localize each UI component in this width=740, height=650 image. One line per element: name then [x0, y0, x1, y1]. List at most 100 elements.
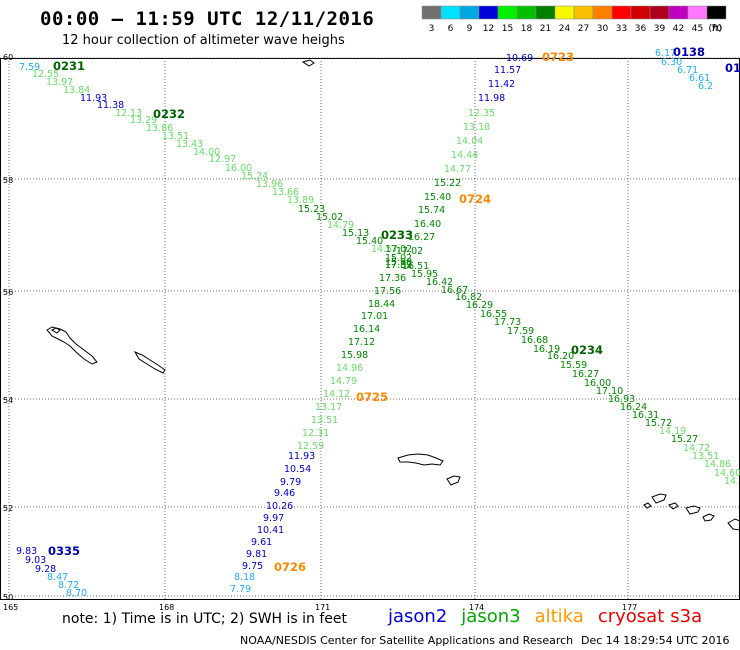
scale-label: 27	[578, 24, 589, 34]
swh-value-label: 12.13	[115, 108, 142, 119]
swh-value-label: 14.04	[456, 136, 483, 147]
swh-value-label: 12.55	[32, 69, 59, 80]
swh-value-label: 17.01	[361, 311, 388, 322]
legend-item-altika: altika	[534, 606, 584, 627]
swh-value-label: 13.51	[692, 451, 719, 462]
swh-value-label: 14.96	[336, 363, 363, 374]
swh-value-label: 15.27	[671, 434, 698, 445]
swh-value-label: 13.96	[256, 179, 283, 190]
scale-label: 18	[521, 24, 533, 34]
swh-value-label: 9.97	[263, 513, 284, 524]
legend-item-s3a: s3a	[670, 606, 703, 627]
island-outline	[301, 59, 315, 67]
latitude-label: 50	[3, 593, 13, 602]
swh-value-label: 16.20	[547, 351, 574, 362]
legend-item-jason3: jason3	[461, 606, 521, 627]
scale-swatch	[706, 5, 727, 20]
swh-value-label: 6.71	[677, 65, 698, 76]
swh-value-label: 11.42	[488, 79, 515, 90]
scale-unit: (ft)	[708, 24, 722, 34]
swh-value-label: 10.54	[284, 464, 311, 475]
scale-swatch	[649, 5, 670, 20]
island-outline	[397, 453, 444, 466]
swh-value-label: 16.40	[414, 219, 441, 230]
swh-value-label: 17.02	[385, 244, 412, 255]
swh-value-label: 11.57	[494, 65, 521, 76]
swh-value-label: 13.84	[63, 85, 90, 96]
swh-value-label: 14.79	[327, 220, 354, 231]
island-outline	[643, 502, 652, 509]
scale-swatch	[535, 5, 556, 20]
swh-value-label: 14.77	[444, 164, 471, 175]
swh-value-label: 14.44	[451, 150, 478, 161]
swh-value-label: 17.56	[374, 286, 401, 297]
scale-swatch	[592, 5, 613, 20]
longitude-label: 171	[315, 603, 330, 612]
pass-time-label: 0725	[356, 390, 388, 404]
swh-value-label: 17.36	[379, 273, 406, 284]
swh-value-label: 15.24	[241, 171, 268, 182]
swh-value-label: 16.19	[533, 344, 560, 355]
latitude-label: 52	[3, 504, 13, 513]
swh-value-label: 13.97	[46, 77, 73, 88]
scale-swatch	[687, 5, 708, 20]
swh-value-label: 11.93	[80, 93, 107, 104]
swh-value-label: 18.44	[368, 299, 395, 310]
scale-label: 70	[711, 24, 723, 34]
swh-value-label: 17.02	[396, 246, 423, 257]
swh-value-label: 17.59	[507, 326, 534, 337]
swh-value-label: 6.17	[655, 48, 676, 59]
swh-value-label: 10.69	[506, 53, 533, 64]
swh-value-label: 16.14	[353, 324, 380, 335]
pass-time-label: 01	[725, 61, 740, 75]
header-subtitle: 12 hour collection of altimeter wave hei…	[62, 33, 345, 48]
scale-label: 12	[483, 24, 494, 34]
swh-value-label: 16.00	[584, 378, 611, 389]
swh-value-label: 9.28	[35, 564, 56, 575]
swh-value-label: 15.02	[316, 212, 343, 223]
swh-value-label: 15.40	[356, 236, 383, 247]
scale-swatch	[497, 5, 518, 20]
footer-credit: NOAA/NESDIS Center for Satellite Applica…	[240, 634, 574, 647]
swh-value-label: 9.83	[16, 546, 37, 557]
swh-value-label: 17.10	[596, 386, 623, 397]
swh-value-label: 6.2	[698, 81, 713, 92]
island-outline	[133, 350, 166, 374]
scale-label: 45	[692, 24, 703, 34]
scale-label: 3	[429, 24, 435, 34]
swh-value-label: 11.38	[97, 100, 124, 111]
swh-value-label: 8.47	[47, 572, 68, 583]
swh-value-label: 12.59	[297, 441, 324, 452]
swh-value-label: 16.00	[225, 163, 252, 174]
swh-value-label: 13.89	[287, 195, 314, 206]
swh-value-label: 13.86	[146, 123, 173, 134]
pass-time-label: 0724	[459, 192, 491, 206]
scale-swatch	[668, 5, 689, 20]
island-outline	[46, 326, 98, 365]
island-outline	[685, 505, 701, 515]
latitude-label: 54	[3, 396, 13, 405]
scale-swatch	[611, 5, 632, 20]
swh-value-label: 16.27	[408, 232, 435, 243]
swh-value-label: 13.51	[162, 131, 189, 142]
scale-label: 15	[502, 24, 513, 34]
swh-value-label: 17.73	[494, 317, 521, 328]
scale-label: 30	[597, 24, 609, 34]
scale-label: 33	[616, 24, 627, 34]
swh-value-label: 17.89	[385, 260, 412, 271]
swh-value-label: 14.	[724, 476, 739, 487]
scale-label: 6	[448, 24, 454, 34]
swh-value-label: 16.42	[426, 277, 453, 288]
swh-value-label: 14.00	[193, 147, 220, 158]
island-outline	[668, 502, 679, 510]
pass-time-label: 0335	[48, 544, 80, 558]
latitude-label: 58	[3, 176, 13, 185]
swh-value-label: 7.59	[19, 62, 40, 73]
swh-value-label: 7.79	[230, 584, 251, 595]
swh-value-label: 14.60	[714, 468, 740, 479]
swh-value-label: 8.70	[66, 588, 87, 599]
swh-value-label: 9.79	[280, 477, 301, 488]
swh-value-label: 8.72	[58, 580, 79, 591]
swh-value-label: 17.52	[385, 260, 412, 271]
